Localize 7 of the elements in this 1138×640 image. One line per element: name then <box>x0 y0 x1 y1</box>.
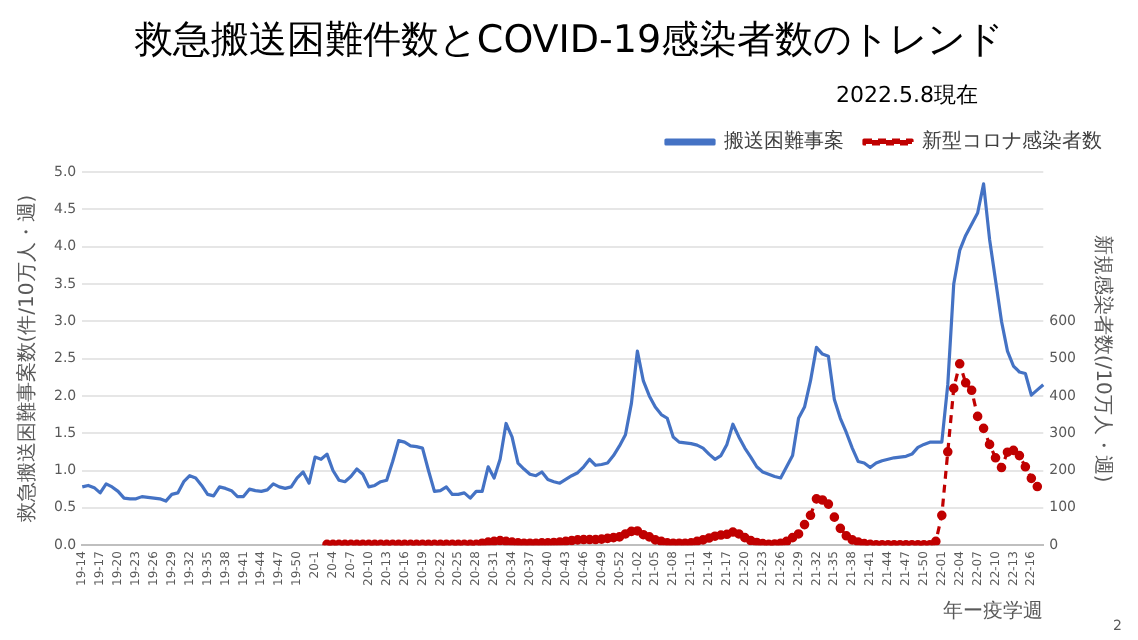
legend-label: 搬送困難事案 <box>724 129 844 154</box>
chart-title: 救急搬送困難件数とCOVID-19感染者数のトレンド <box>132 16 1006 66</box>
chart-subtitle: 2022.5.8現在 <box>834 80 980 112</box>
x-axis-title: 年ー疫学週 <box>943 599 1044 624</box>
y2-axis-title: 新規感染者数(/10万人・週) <box>1090 234 1115 483</box>
y-axis-title: 救急搬送困難事案数(件/10万人・週) <box>15 194 40 525</box>
legend-label: 新型コロナ感染者数 <box>922 129 1102 154</box>
